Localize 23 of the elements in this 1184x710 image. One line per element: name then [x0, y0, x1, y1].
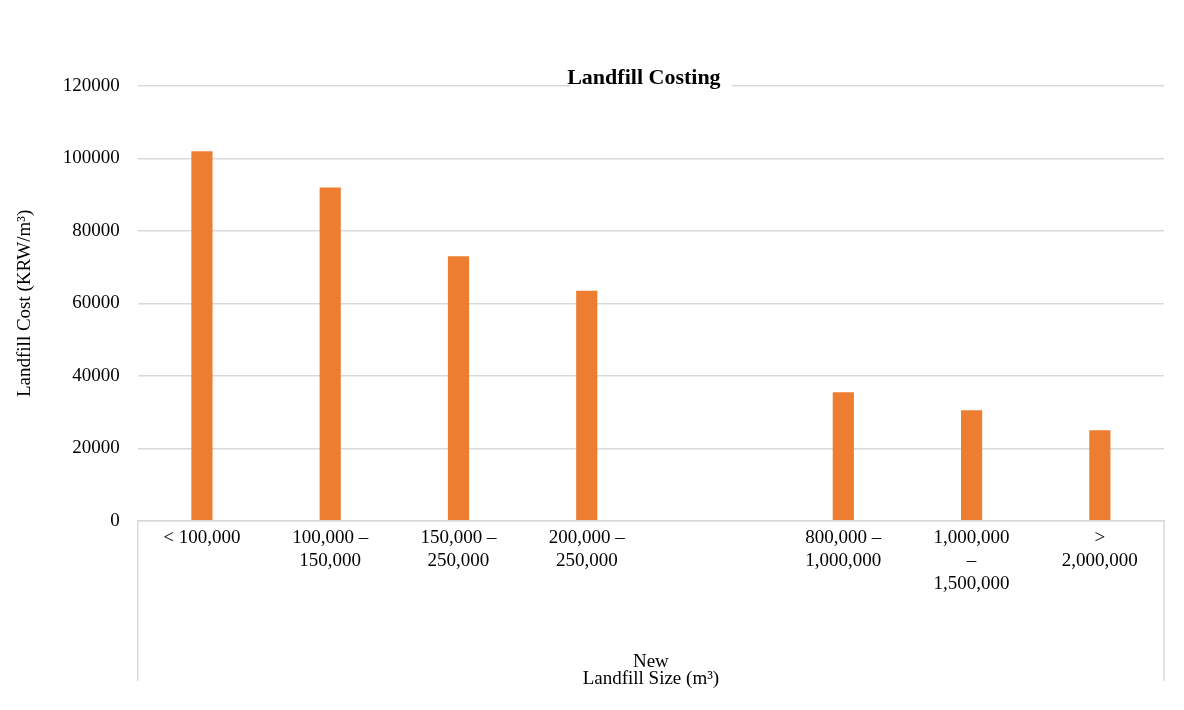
chart-title: Landfill Costing [567, 63, 721, 89]
bar [1089, 430, 1111, 521]
y-tick-label: 20000 [72, 436, 120, 458]
y-axis-title: Landfill Cost (KRW/m³) [13, 209, 36, 398]
y-tick-label: 80000 [72, 218, 120, 240]
y-tick-label: 60000 [72, 291, 120, 313]
bar [191, 151, 213, 521]
y-tick-label: 40000 [72, 363, 120, 385]
bar [576, 290, 598, 521]
x-tick-label: 100,000 – 150,000 [292, 526, 369, 570]
x-tick-label: < 100,000 [163, 526, 241, 548]
bar [319, 187, 341, 521]
x-tick-label: 200,000 – 250,000 [548, 526, 626, 570]
bar [447, 256, 470, 521]
bar [832, 392, 854, 521]
x-tick-label: 150,000 – 250,000 [420, 526, 497, 570]
x-tick-label: 1,000,000 – 1,500,000 [933, 526, 1010, 593]
y-tick-label: 120000 [62, 73, 120, 95]
x-tick-label: > 2,000,000 [1061, 526, 1138, 570]
y-tick-label: 100000 [62, 146, 120, 168]
bar [961, 410, 983, 521]
y-tick-label: 0 [110, 508, 120, 530]
x-tick-label: 800,000 – 1,000,000 [805, 526, 882, 570]
